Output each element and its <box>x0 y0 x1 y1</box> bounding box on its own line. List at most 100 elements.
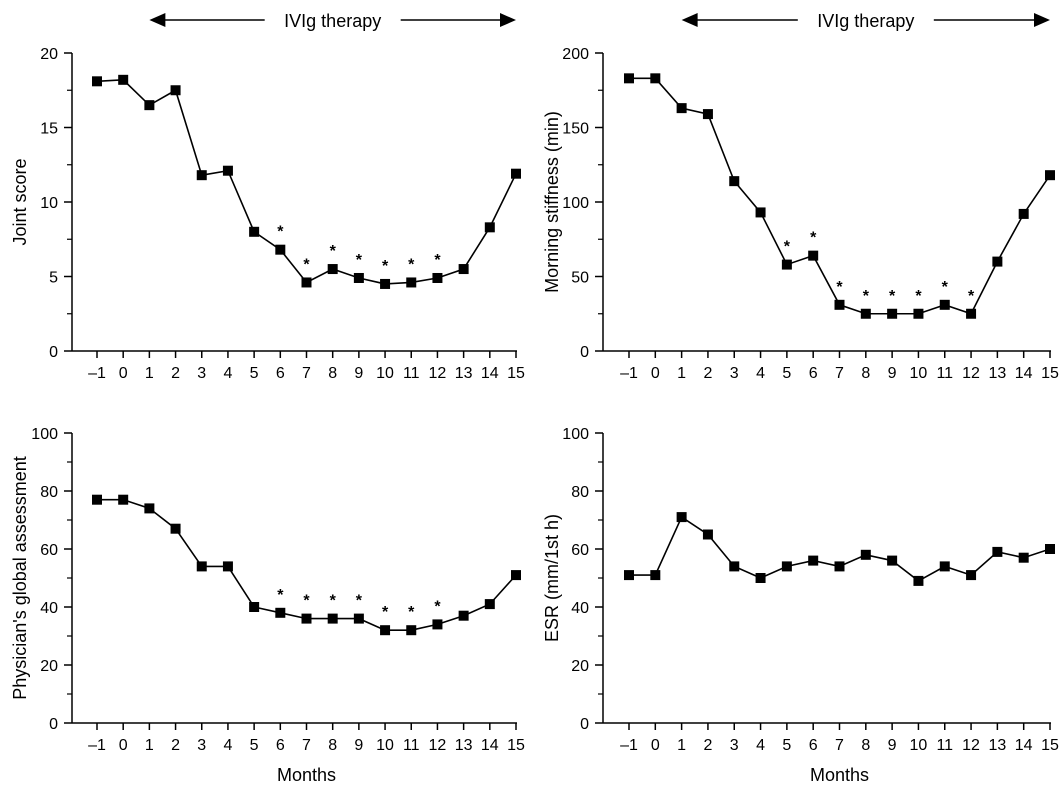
significance-asterisk: * <box>356 252 363 269</box>
data-point-marker <box>624 570 634 581</box>
x-tick-label: –1 <box>88 737 106 754</box>
data-point-marker <box>781 259 792 270</box>
y-tick-label: 80 <box>571 484 589 501</box>
significance-asterisk: * <box>434 252 441 269</box>
y-tick-label: 10 <box>40 195 58 212</box>
x-tick-label: 2 <box>703 365 712 382</box>
x-tick-label: 8 <box>328 737 337 754</box>
x-tick-label: –1 <box>88 365 106 382</box>
x-tick-label: 11 <box>403 365 420 382</box>
data-point-marker <box>144 100 155 111</box>
data-point-marker <box>327 264 338 275</box>
x-tick-label: 1 <box>145 365 154 382</box>
data-point-marker <box>484 222 495 233</box>
x-tick-label: 5 <box>250 365 259 382</box>
data-point-marker <box>860 308 871 319</box>
data-point-marker <box>380 625 391 636</box>
y-tick-label: 40 <box>40 600 58 617</box>
significance-asterisk: * <box>810 230 817 247</box>
x-tick-label: 3 <box>730 365 739 382</box>
data-point-marker <box>781 561 792 572</box>
y-tick-label: 200 <box>562 46 589 63</box>
x-axis-title: Months <box>810 765 869 785</box>
significance-asterisk: * <box>836 279 843 296</box>
data-point-marker <box>222 165 233 176</box>
data-point-marker <box>275 607 286 618</box>
x-tick-label: 6 <box>809 737 818 754</box>
data-point-marker <box>458 610 469 621</box>
data-point-marker <box>406 277 417 288</box>
x-tick-label: 0 <box>119 737 128 754</box>
x-tick-label: 2 <box>171 737 180 754</box>
data-point-marker <box>729 176 740 187</box>
y-tick-label: 80 <box>40 484 58 501</box>
data-point-marker <box>484 599 495 610</box>
data-point-marker <box>913 575 924 586</box>
y-tick-label: 0 <box>49 716 58 733</box>
x-tick-label: 5 <box>782 737 791 754</box>
significance-asterisk: * <box>277 587 284 604</box>
x-tick-label: 6 <box>809 365 818 382</box>
y-tick-label: 100 <box>31 426 58 443</box>
x-tick-label: 1 <box>145 737 154 754</box>
data-point-marker <box>353 613 364 624</box>
x-tick-label: 15 <box>1041 737 1059 754</box>
therapy-arrowhead-right <box>500 13 516 27</box>
data-point-marker <box>992 546 1003 557</box>
x-tick-label: 11 <box>403 737 420 754</box>
data-point-marker <box>887 308 898 319</box>
data-point-marker <box>170 523 181 534</box>
x-tick-label: 10 <box>910 365 928 382</box>
x-tick-label: 3 <box>197 365 206 382</box>
x-tick-label: 4 <box>223 365 232 382</box>
y-tick-label: 0 <box>580 716 589 733</box>
y-tick-label: 20 <box>40 658 58 675</box>
significance-asterisk: * <box>303 593 310 610</box>
data-point-marker <box>755 207 766 218</box>
x-tick-label: 8 <box>861 365 870 382</box>
significance-asterisk: * <box>408 604 415 621</box>
significance-asterisk: * <box>330 243 337 260</box>
x-tick-label: 15 <box>1041 365 1059 382</box>
x-tick-label: 14 <box>481 365 499 382</box>
therapy-label: IVIg therapy <box>817 11 914 31</box>
data-point-marker <box>301 277 312 288</box>
x-tick-label: 12 <box>962 737 980 754</box>
x-tick-label: 12 <box>429 365 447 382</box>
series-line <box>96 79 517 285</box>
y-tick-label: 20 <box>40 46 58 63</box>
data-point-marker <box>92 76 102 87</box>
data-point-marker <box>249 226 260 237</box>
data-point-marker <box>1018 552 1029 563</box>
x-tick-label: 6 <box>276 737 285 754</box>
data-point-marker <box>511 570 521 581</box>
x-tick-label: 2 <box>171 365 180 382</box>
data-point-marker <box>275 244 286 255</box>
y-tick-label: 20 <box>571 658 589 675</box>
x-tick-label: 5 <box>782 365 791 382</box>
data-point-marker <box>702 109 713 120</box>
x-tick-label: 13 <box>988 737 1006 754</box>
x-tick-label: 0 <box>651 737 660 754</box>
x-tick-label: 8 <box>861 737 870 754</box>
x-tick-label: 2 <box>703 737 712 754</box>
x-tick-label: 15 <box>507 737 525 754</box>
data-point-marker <box>1018 208 1029 219</box>
data-point-marker <box>939 299 950 310</box>
y-tick-label: 5 <box>49 270 58 287</box>
therapy-arrowhead-left <box>149 13 166 27</box>
data-point-marker <box>432 619 443 630</box>
y-tick-label: 100 <box>562 426 589 443</box>
x-tick-label: 12 <box>429 737 447 754</box>
data-point-marker <box>676 512 687 523</box>
y-tick-label: 100 <box>562 195 589 212</box>
data-point-marker <box>650 73 661 84</box>
data-point-marker <box>196 561 207 572</box>
y-tick-label: 15 <box>40 121 58 138</box>
data-point-marker <box>729 561 740 572</box>
therapy-arrowhead-right <box>1034 13 1050 27</box>
y-tick-label: 60 <box>40 542 58 559</box>
